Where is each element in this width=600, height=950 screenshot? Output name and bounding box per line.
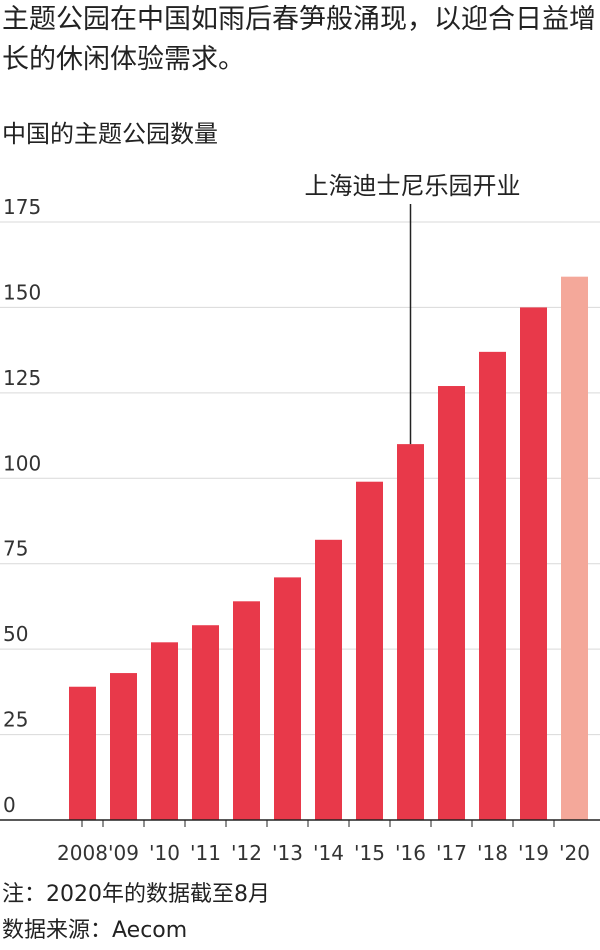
x-tick-label: '14 xyxy=(313,841,344,865)
x-tick-label: '19 xyxy=(518,841,549,865)
y-tick-label: 25 xyxy=(3,708,28,732)
annotation-layer: 上海迪士尼乐园开业 xyxy=(305,172,521,445)
x-tick-label: '18 xyxy=(477,841,508,865)
x-tick-label: '16 xyxy=(395,841,426,865)
bar xyxy=(69,686,96,820)
bar xyxy=(561,276,588,820)
x-tick-label: '11 xyxy=(190,841,221,865)
bar-chart: 上海迪士尼乐园开业 0 25 50 75 100 125 150 175 2008'09 '10 '… xyxy=(0,172,600,865)
axis-layer: 0 25 50 75 100 125 150 175 2008'09 '10 '11 '12 '13 '1… xyxy=(0,195,600,865)
y-tick-label: 0 xyxy=(3,793,16,817)
bar xyxy=(192,625,219,820)
y-tick-label: 150 xyxy=(3,280,41,304)
x-tick-label: '20 xyxy=(559,841,590,865)
bar-layer xyxy=(69,276,588,820)
y-tick-label: 50 xyxy=(3,622,28,646)
y-tick-label: 100 xyxy=(3,451,41,475)
bar xyxy=(110,673,137,820)
bar xyxy=(315,539,342,820)
x-tick-label: '10 xyxy=(149,841,180,865)
x-tick-label: 2008 xyxy=(57,841,108,865)
bar xyxy=(438,386,465,820)
chart-title: 中国的主题公园数量 xyxy=(2,120,218,148)
x-tick-label: '17 xyxy=(436,841,467,865)
headline: 主题公园在中国如雨后春笋般涌现，以迎合日益增长的休闲体验需求。 xyxy=(2,4,596,75)
y-tick-label: 75 xyxy=(3,537,28,561)
bar xyxy=(274,577,301,820)
bar xyxy=(520,307,547,820)
bar xyxy=(356,481,383,820)
bar xyxy=(233,601,260,820)
x-tick-label: '13 xyxy=(272,841,303,865)
x-tick-label: '15 xyxy=(354,841,385,865)
bar xyxy=(397,444,424,820)
y-tick-label: 125 xyxy=(3,366,41,390)
annotation-label: 上海迪士尼乐园开业 xyxy=(305,172,521,200)
footnote: 注：2020年的数据截至8月 xyxy=(2,882,270,907)
y-tick-label: 175 xyxy=(3,195,41,219)
x-tick-label: '09 xyxy=(108,841,139,865)
bar xyxy=(479,351,506,820)
x-tick-label: '12 xyxy=(231,841,262,865)
bar xyxy=(151,642,178,820)
source-note: 数据来源：Aecom xyxy=(2,918,188,943)
